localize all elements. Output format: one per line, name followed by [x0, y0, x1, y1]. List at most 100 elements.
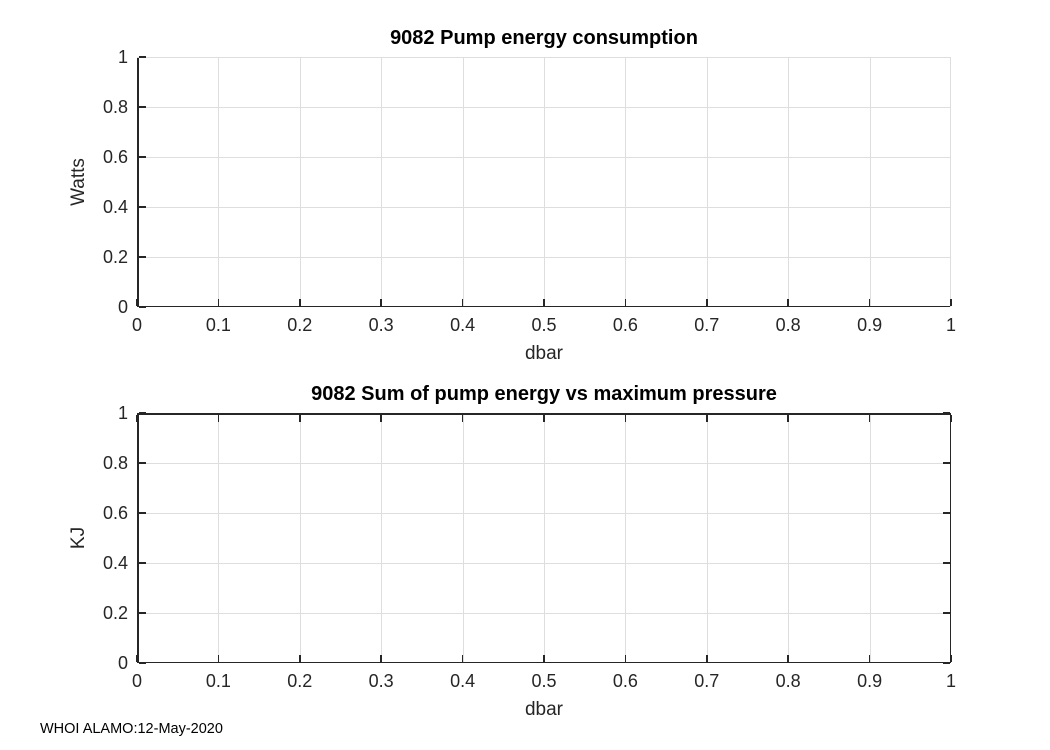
gridline — [381, 413, 383, 663]
gridline — [788, 57, 790, 307]
gridline — [137, 257, 951, 258]
tick-mark — [217, 298, 220, 306]
gridline — [462, 57, 464, 307]
tick-mark — [136, 654, 138, 662]
tick-mark — [138, 156, 146, 158]
axes-area: 0 0.1 0.2 0.3 0.4 0.5 0.6 0.7 0.8 0.9 1 0 0.2 0.4 0.6 0… — [103, 403, 956, 691]
y-tick-label: 0.4 — [102, 553, 128, 573]
gridline — [218, 413, 220, 663]
gridline — [706, 57, 708, 307]
tick-mark — [787, 298, 789, 306]
axis-spine-right — [949, 413, 951, 663]
gridline — [137, 463, 951, 464]
y-tick-label: 0.4 — [102, 197, 128, 217]
tick-mark — [461, 654, 464, 662]
tick-mark — [942, 562, 950, 564]
x-tick-label: 0.8 — [775, 315, 801, 335]
tick-mark — [543, 414, 545, 422]
tick-mark — [138, 662, 146, 664]
plot-energy-sum: 9082 Sum of pump energy vs maximum press… — [68, 383, 956, 720]
plot-title: 9082 Sum of pump energy vs maximum press… — [311, 383, 777, 405]
tick-mark — [380, 298, 382, 306]
tick-mark — [942, 612, 950, 614]
y-tick-label: 1 — [117, 47, 128, 67]
y-tick-label: 0.2 — [102, 247, 128, 267]
y-tick-label: 0.8 — [102, 97, 128, 117]
y-tick-label: 0.8 — [102, 453, 128, 473]
x-tick-label: 0.6 — [612, 315, 638, 335]
tick-mark — [706, 414, 708, 422]
gridline — [137, 207, 951, 208]
tick-mark — [380, 414, 382, 422]
y-tick-label: 0 — [117, 653, 128, 673]
tick-mark — [138, 462, 146, 464]
axis-spine-left — [137, 413, 139, 663]
x-tick-label: 1 — [945, 671, 956, 691]
gridline — [706, 413, 708, 663]
tick-mark — [942, 412, 950, 414]
gridline — [137, 563, 951, 564]
x-tick-label: 0.7 — [694, 671, 720, 691]
axes-area: 0 0.1 0.2 0.3 0.4 0.5 0.6 0.7 0.8 0.9 1 0 0.2 0.4 0.6 0… — [103, 47, 956, 335]
x-tick-label: 0 — [131, 315, 142, 335]
x-axis-label: dbar — [524, 699, 564, 720]
x-tick-label: 0.4 — [450, 315, 476, 335]
tick-mark — [706, 654, 708, 662]
axis-spine-right — [950, 57, 951, 307]
gridline — [625, 413, 627, 663]
tick-mark — [138, 256, 146, 258]
y-tick-label: 0.6 — [102, 503, 128, 523]
tick-mark — [136, 414, 138, 422]
x-tick-label: 0.9 — [857, 315, 883, 335]
gridline — [788, 413, 790, 663]
tick-mark — [950, 654, 952, 662]
tick-mark — [950, 414, 952, 422]
tick-mark — [624, 654, 627, 662]
tick-mark — [136, 298, 138, 306]
tick-mark — [868, 654, 871, 662]
tick-mark — [942, 662, 950, 664]
tick-mark — [868, 298, 871, 306]
gridline — [869, 57, 871, 307]
tick-mark — [942, 462, 950, 464]
gridline — [544, 57, 545, 307]
x-tick-label: 0.1 — [205, 671, 231, 691]
tick-mark — [138, 206, 146, 208]
tick-mark — [868, 414, 871, 422]
gridline — [137, 513, 951, 514]
tick-mark — [706, 298, 708, 306]
gridline — [462, 413, 464, 663]
axis-spine-bottom — [137, 305, 951, 307]
gridline — [137, 107, 951, 108]
tick-mark — [942, 512, 950, 514]
x-tick-label: 0.3 — [368, 671, 394, 691]
y-axis-label: KJ — [68, 526, 89, 550]
tick-mark — [138, 306, 146, 308]
tick-mark — [461, 298, 464, 306]
axis-spine-top — [137, 57, 951, 58]
tick-mark — [787, 654, 789, 662]
x-tick-label: 0.5 — [531, 671, 557, 691]
x-tick-label: 0.4 — [450, 671, 476, 691]
gridline — [299, 413, 301, 663]
axis-spine-top — [137, 413, 951, 415]
x-tick-label: 0.5 — [531, 315, 557, 335]
y-tick-label: 0.2 — [102, 603, 128, 623]
gridline — [544, 413, 545, 663]
gridline — [137, 613, 951, 614]
figure-footer-text: WHOI ALAMO:12-May-2020 — [40, 721, 223, 737]
x-tick-label: 0.9 — [857, 671, 883, 691]
tick-mark — [624, 414, 627, 422]
tick-mark — [461, 414, 464, 422]
tick-mark — [543, 298, 545, 306]
x-tick-label: 0.2 — [287, 671, 313, 691]
y-tick-label: 1 — [117, 403, 128, 423]
tick-mark — [787, 414, 789, 422]
axis-spine-bottom — [137, 661, 951, 663]
tick-mark — [138, 612, 146, 614]
tick-mark — [380, 654, 382, 662]
y-tick-label: 0 — [117, 297, 128, 317]
gridline — [218, 57, 220, 307]
x-tick-label: 0.6 — [612, 671, 638, 691]
